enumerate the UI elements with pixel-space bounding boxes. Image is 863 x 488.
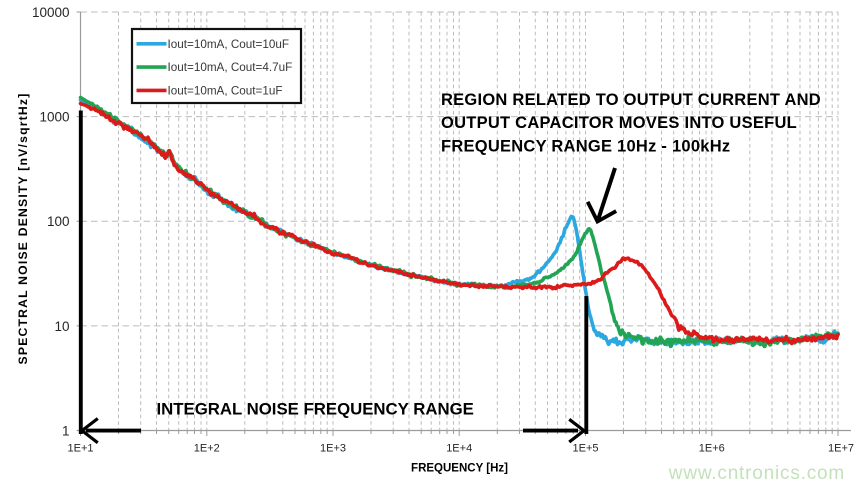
svg-text:1E+1: 1E+1 xyxy=(68,443,94,455)
svg-text:Iout=10mA, Cout=1uF: Iout=10mA, Cout=1uF xyxy=(168,85,283,98)
svg-text:Iout=10mA, Cout=10uF: Iout=10mA, Cout=10uF xyxy=(168,38,290,51)
svg-text:OUTPUT CAPACITOR MOVES INTO US: OUTPUT CAPACITOR MOVES INTO USEFUL xyxy=(441,114,797,132)
svg-text:1: 1 xyxy=(62,423,70,438)
svg-text:1E+5: 1E+5 xyxy=(573,443,599,455)
svg-text:FREQUENCY RANGE 10Hz - 100kHz: FREQUENCY RANGE 10Hz - 100kHz xyxy=(441,138,730,156)
svg-text:www.cntronics.com: www.cntronics.com xyxy=(668,463,845,484)
svg-text:1000: 1000 xyxy=(39,110,69,125)
svg-text:FREQUENCY [Hz]: FREQUENCY [Hz] xyxy=(411,463,508,475)
svg-text:Iout=10mA, Cout=4.7uF: Iout=10mA, Cout=4.7uF xyxy=(168,61,293,74)
svg-text:1E+7: 1E+7 xyxy=(828,443,854,455)
svg-text:INTEGRAL NOISE FREQUENCY RANGE: INTEGRAL NOISE FREQUENCY RANGE xyxy=(157,400,474,419)
svg-text:100: 100 xyxy=(47,214,70,229)
svg-text:10: 10 xyxy=(54,319,69,334)
svg-text:1E+2: 1E+2 xyxy=(194,443,220,455)
svg-text:10000: 10000 xyxy=(32,5,70,20)
svg-text:REGION RELATED TO OUTPUT CURRE: REGION RELATED TO OUTPUT CURRENT AND xyxy=(441,91,821,109)
svg-text:SPECTRAL NOISE DENSITY [nV/sqr: SPECTRAL NOISE DENSITY [nV/sqrtHz] xyxy=(16,93,30,365)
svg-text:1E+4: 1E+4 xyxy=(446,443,472,455)
svg-text:1E+3: 1E+3 xyxy=(320,443,346,455)
svg-text:1E+6: 1E+6 xyxy=(699,443,725,455)
